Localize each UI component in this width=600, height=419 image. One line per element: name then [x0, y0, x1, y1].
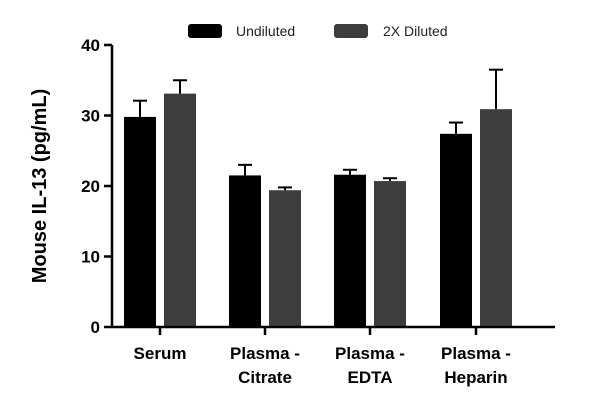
- x-tick-label-2-1: EDTA: [347, 368, 392, 387]
- legend-swatch-1: [334, 24, 368, 38]
- bar-2x-diluted-1: [269, 190, 301, 327]
- bar-undiluted-0: [124, 116, 156, 327]
- x-tick-label-3-0: Plasma -: [441, 344, 511, 363]
- legend-label-1: 2X Diluted: [383, 23, 448, 39]
- error-bars: [133, 68, 503, 191]
- bar-2x-diluted-3: [480, 109, 512, 327]
- y-axis-label: Mouse IL-13 (pg/mL): [29, 89, 51, 283]
- x-tick-label-2-0: Plasma -: [335, 344, 405, 363]
- y-tick-label-10: 10: [81, 248, 100, 267]
- x-tick-label-1-0: Plasma -: [230, 344, 300, 363]
- x-tick-label-0-0: Serum: [134, 344, 187, 363]
- bar-undiluted-2: [334, 174, 366, 327]
- y-tick-label-30: 30: [81, 107, 100, 126]
- bar-2x-diluted-0: [164, 93, 196, 328]
- bar-undiluted-1: [229, 175, 261, 327]
- legend-label-0: Undiluted: [236, 23, 295, 39]
- x-tick-label-1-1: Citrate: [238, 368, 292, 387]
- bar-undiluted-3: [440, 133, 472, 327]
- x-tick-label-3-1: Heparin: [444, 368, 507, 387]
- y-tick-label-20: 20: [81, 177, 100, 196]
- y-tick-label-40: 40: [81, 36, 100, 55]
- axes: 0 10 20 30 40 Serum Plasma - Citrate Plasma - EDT…: [81, 36, 555, 387]
- bar-2x-diluted-2: [374, 181, 406, 327]
- bars: [124, 93, 512, 328]
- legend: Undiluted 2X Diluted: [188, 23, 448, 39]
- legend-swatch-0: [188, 24, 222, 38]
- y-tick-label-0: 0: [91, 318, 100, 337]
